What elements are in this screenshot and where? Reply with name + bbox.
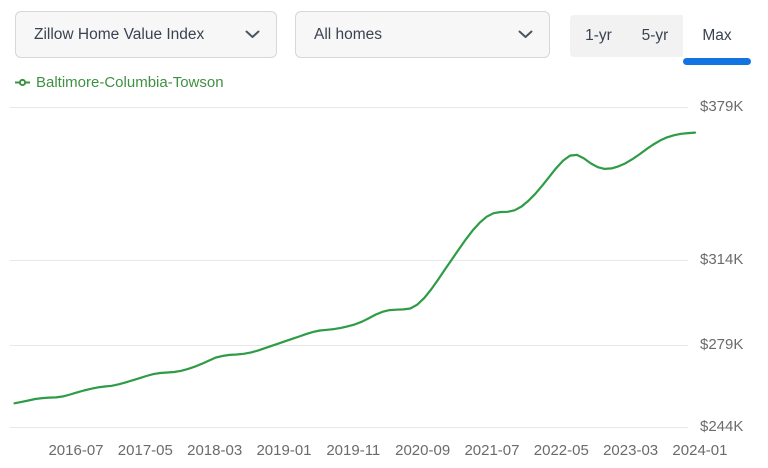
chart-svg [13,131,697,405]
legend-series-label: Baltimore-Columbia-Towson [36,73,224,91]
tab-5yr[interactable]: 5-yr [627,15,683,57]
x-axis-label: 2019-01 [256,442,312,459]
chart-area[interactable]: $379K $314K $279K $244K 2016-07 2017-05 … [0,93,768,468]
chevron-down-icon [245,30,260,38]
home-type-dropdown-value: All homes [314,25,383,43]
x-axis-label: 2020-09 [395,442,451,459]
series-line-baltimore[interactable] [13,131,697,405]
tab-1yr[interactable]: 1-yr [570,15,627,57]
gridline [10,345,688,346]
active-tab-underline [683,58,751,65]
legend-item-baltimore[interactable]: Baltimore-Columbia-Towson [15,73,224,91]
x-axis-label: 2023-03 [603,442,659,459]
y-axis-label: $279K [700,336,744,353]
x-axis-label: 2018-03 [187,442,243,459]
x-axis-label: 2017-05 [117,442,173,459]
y-axis-label: $379K [700,98,744,115]
x-axis-label: 2022-05 [533,442,589,459]
gridline [10,107,688,108]
series-marker-icon [15,78,30,86]
y-axis-label: $314K [700,251,744,268]
gridline [10,260,688,261]
x-axis-label: 2016-07 [48,442,104,459]
metric-dropdown[interactable]: Zillow Home Value Index [15,11,277,58]
tab-max[interactable]: Max [683,15,751,57]
x-axis-label: 2024-01 [672,442,728,459]
gridline [10,427,688,428]
y-axis-label: $244K [700,418,744,435]
home-type-dropdown[interactable]: All homes [295,11,550,58]
time-range-tabs: 1-yr 5-yr Max [570,15,751,57]
x-axis-label: 2021-07 [464,442,520,459]
metric-dropdown-value: Zillow Home Value Index [34,25,205,43]
x-axis-label: 2019-11 [326,442,381,459]
chevron-down-icon [518,30,533,38]
x-axis: 2016-07 2017-05 2018-03 2019-01 2019-11 … [44,442,732,460]
